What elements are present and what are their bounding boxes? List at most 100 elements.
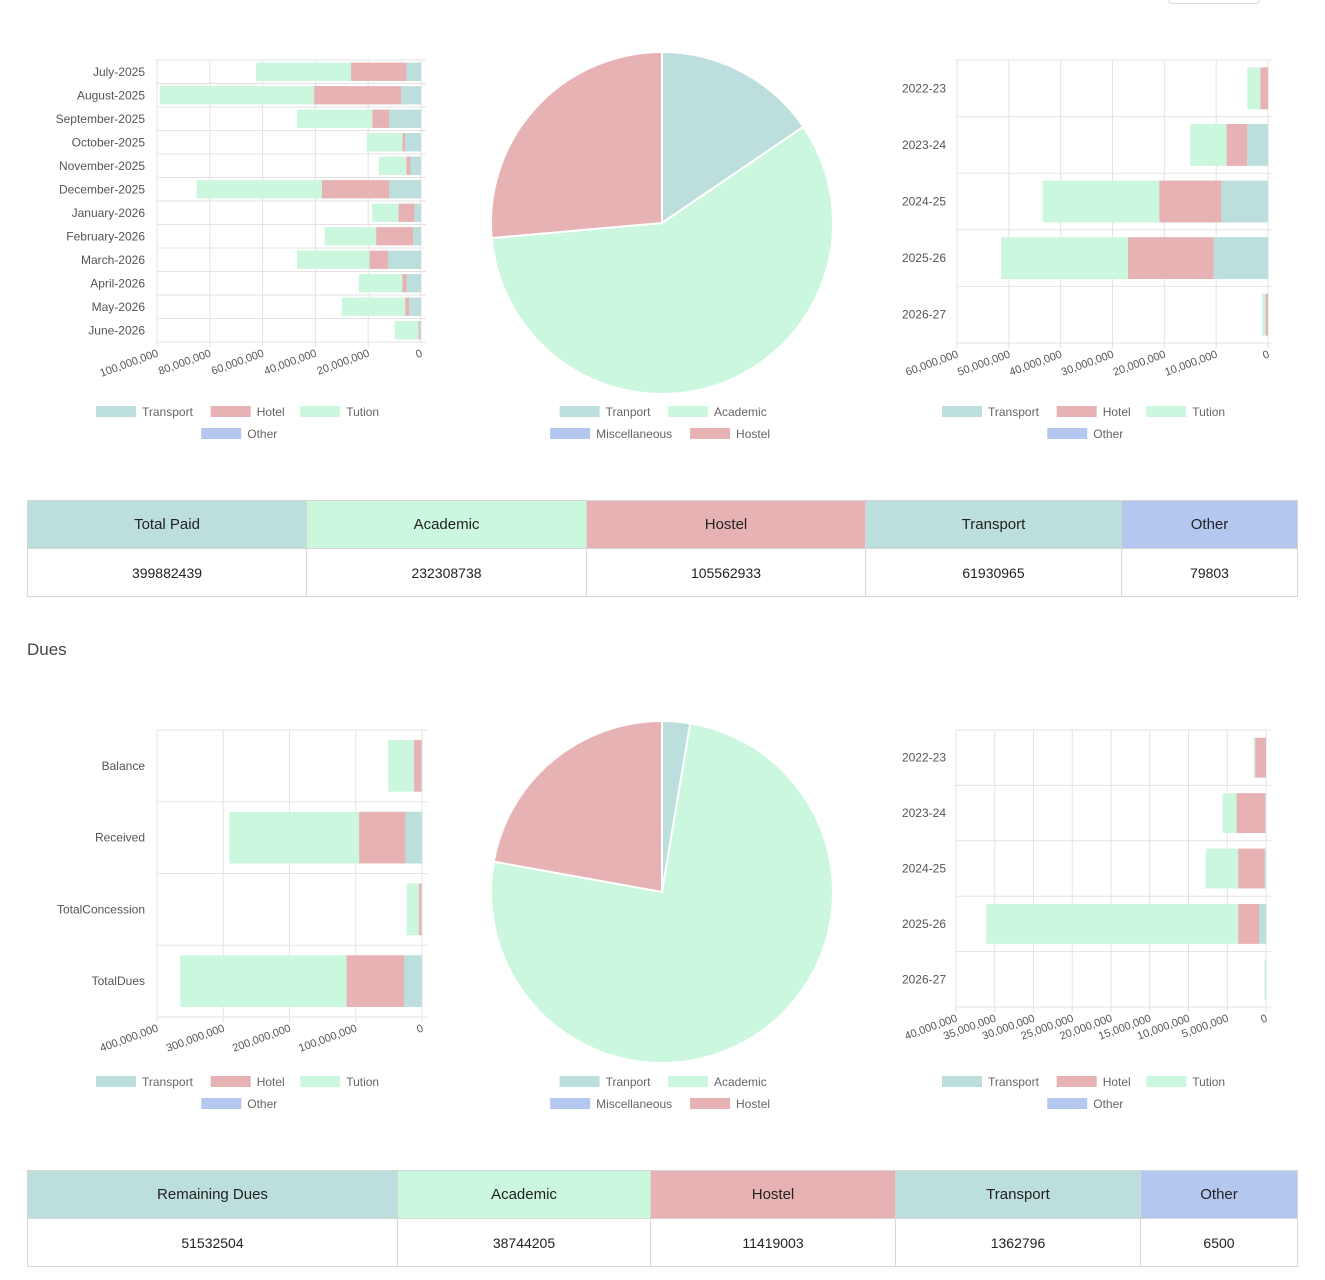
bar-transport-2024-25 — [1264, 848, 1266, 889]
x-tick-label: 100,000,000 — [98, 348, 160, 380]
pie-slice-academic — [490, 722, 834, 1064]
paid-hostel-value: 105562933 — [586, 548, 866, 597]
bar-hotel-2026-27 — [1265, 293, 1268, 336]
legend-label-hotel: Hotel — [1103, 405, 1131, 419]
paid-monthly-bar-chart: 100,000,00080,000,00060,000,00040,000,00… — [56, 59, 426, 441]
bar-hotel-january-2026 — [398, 203, 415, 222]
legend-swatch-tution — [300, 1076, 341, 1087]
bar-tution-2025-26 — [986, 903, 1239, 944]
y-tick-label: December-2025 — [59, 182, 145, 196]
y-tick-label: 2024-25 — [902, 862, 946, 876]
bar-tution-january-2026 — [372, 203, 399, 222]
x-tick-label: 20,000,000 — [315, 348, 371, 378]
legend-swatch-other — [201, 428, 242, 439]
dues-hostel-header: Hostel — [650, 1170, 896, 1219]
legend-swatch-other — [201, 1098, 242, 1109]
y-tick-label: September-2025 — [56, 112, 146, 126]
legend-label-tution: Tution — [346, 1075, 379, 1089]
bar-transport-received — [405, 811, 422, 864]
y-tick-label: November-2025 — [59, 159, 145, 173]
bar-tution-2023-24 — [1190, 123, 1227, 166]
bar-transport-april-2026 — [406, 274, 421, 293]
bar-tution-october-2025 — [366, 133, 403, 152]
bar-hotel-february-2026 — [376, 227, 414, 246]
y-tick-label: TotalDues — [92, 974, 145, 988]
y-tick-label: February-2026 — [66, 229, 145, 243]
bar-tution-may-2026 — [341, 297, 406, 316]
bar-transport-november-2025 — [410, 156, 421, 175]
bar-tution-totalconcession — [406, 883, 419, 936]
bar-tution-february-2026 — [324, 227, 377, 246]
bar-tution-july-2025 — [256, 62, 352, 81]
y-tick-label: March-2026 — [81, 253, 145, 267]
bar-hotel-2024-25 — [1238, 848, 1265, 889]
dues-academic-header: Academic — [397, 1170, 651, 1219]
bar-hotel-december-2025 — [322, 180, 390, 199]
bar-hotel-2022-23 — [1260, 67, 1268, 110]
x-tick-label: 80,000,000 — [157, 348, 213, 378]
dues-other-header: Other — [1140, 1170, 1298, 1219]
bar-tution-2022-23 — [1247, 67, 1261, 110]
bar-transport-2026-27 — [1265, 959, 1266, 1000]
dues-transport-value: 1362796 — [895, 1218, 1141, 1267]
dues-remaining-value: 51532504 — [27, 1218, 398, 1267]
y-tick-label: 2022-23 — [902, 81, 946, 95]
y-tick-label: August-2025 — [77, 88, 145, 102]
bar-transport-totaldues — [404, 955, 422, 1007]
legend-swatch-hostel — [690, 428, 731, 439]
paid-total-value: 399882439 — [27, 548, 307, 597]
x-tick-label: 300,000,000 — [165, 1023, 227, 1055]
y-tick-label: Balance — [102, 759, 146, 773]
bar-tution-march-2026 — [296, 250, 370, 269]
legend-label-tution: Tution — [1192, 1075, 1225, 1089]
legend-swatch-transport — [96, 1076, 136, 1087]
dues-other-value: 6500 — [1140, 1218, 1298, 1267]
x-tick-label: 30,000,000 — [1060, 349, 1116, 379]
legend-swatch-tution — [1146, 1076, 1187, 1087]
bar-transport-2025-26 — [1259, 903, 1266, 944]
legend-swatch-academic — [668, 406, 708, 417]
legend-label-hostel: Hostel — [736, 1097, 770, 1111]
bar-tution-november-2025 — [378, 156, 407, 175]
legend-swatch-transport — [942, 406, 982, 417]
bar-transport-balance — [421, 740, 422, 792]
x-tick-label: 200,000,000 — [231, 1023, 293, 1055]
bar-hotel-balance — [414, 740, 422, 792]
x-tick-label: 10,000,000 — [1163, 349, 1219, 379]
bar-tution-2026-27 — [1264, 959, 1266, 1000]
y-tick-label: TotalConcession — [57, 902, 145, 916]
bar-transport-october-2025 — [405, 133, 421, 152]
paid-summary-table: Total Paid Academic Hostel Transport Oth… — [27, 500, 1298, 597]
x-tick-label: 60,000,000 — [210, 348, 266, 378]
pie-slice-academic — [490, 125, 834, 395]
x-tick-label: 0 — [1259, 1013, 1269, 1026]
dues-category-bar-chart: 400,000,000 300,000,000 200,000,000 100,000… — [57, 729, 427, 1111]
dues-section-title: Dues — [27, 640, 67, 659]
legend-swatch-tution — [1146, 406, 1187, 417]
y-tick-label: October-2025 — [72, 135, 146, 149]
y-tick-label: 2024-25 — [902, 195, 946, 209]
y-tick-label: 2025-26 — [902, 251, 946, 265]
legend-swatch-miscellaneous — [550, 1098, 591, 1109]
legend-swatch-transport — [96, 406, 136, 417]
dues-pie-chart: Tranport Academic Miscellaneous Hostel — [490, 719, 834, 1111]
legend-label-other: Other — [247, 427, 277, 441]
paid-summary-header-row: Total Paid Academic Hostel Transport Oth… — [27, 500, 1298, 549]
bar-tution-september-2025 — [296, 109, 373, 128]
legend-label-tution: Tution — [1192, 405, 1225, 419]
x-tick-label: 100,000,000 — [297, 1023, 359, 1055]
legend-swatch-hotel — [1056, 1076, 1097, 1087]
dues-academic-value: 38744205 — [397, 1218, 651, 1267]
bar-tution-december-2025 — [196, 180, 322, 199]
bar-transport-2025-26 — [1213, 237, 1268, 280]
paid-summary-value-row: 399882439 232308738 105562933 61930965 7… — [27, 548, 1298, 597]
paid-pie-chart: Tranport Academic Miscellaneous Hostel — [490, 50, 834, 441]
y-tick-label: 2026-27 — [902, 308, 946, 322]
bar-hotel-2023-24 — [1226, 123, 1248, 166]
legend-label-hotel: Hotel — [257, 405, 285, 419]
dues-remaining-header: Remaining Dues — [27, 1170, 398, 1219]
legend-label-hostel: Hostel — [736, 427, 770, 441]
legend-label-miscellaneous: Miscellaneous — [596, 427, 672, 441]
legend-swatch-other — [1047, 428, 1088, 439]
y-tick-label: 2023-24 — [902, 806, 946, 820]
